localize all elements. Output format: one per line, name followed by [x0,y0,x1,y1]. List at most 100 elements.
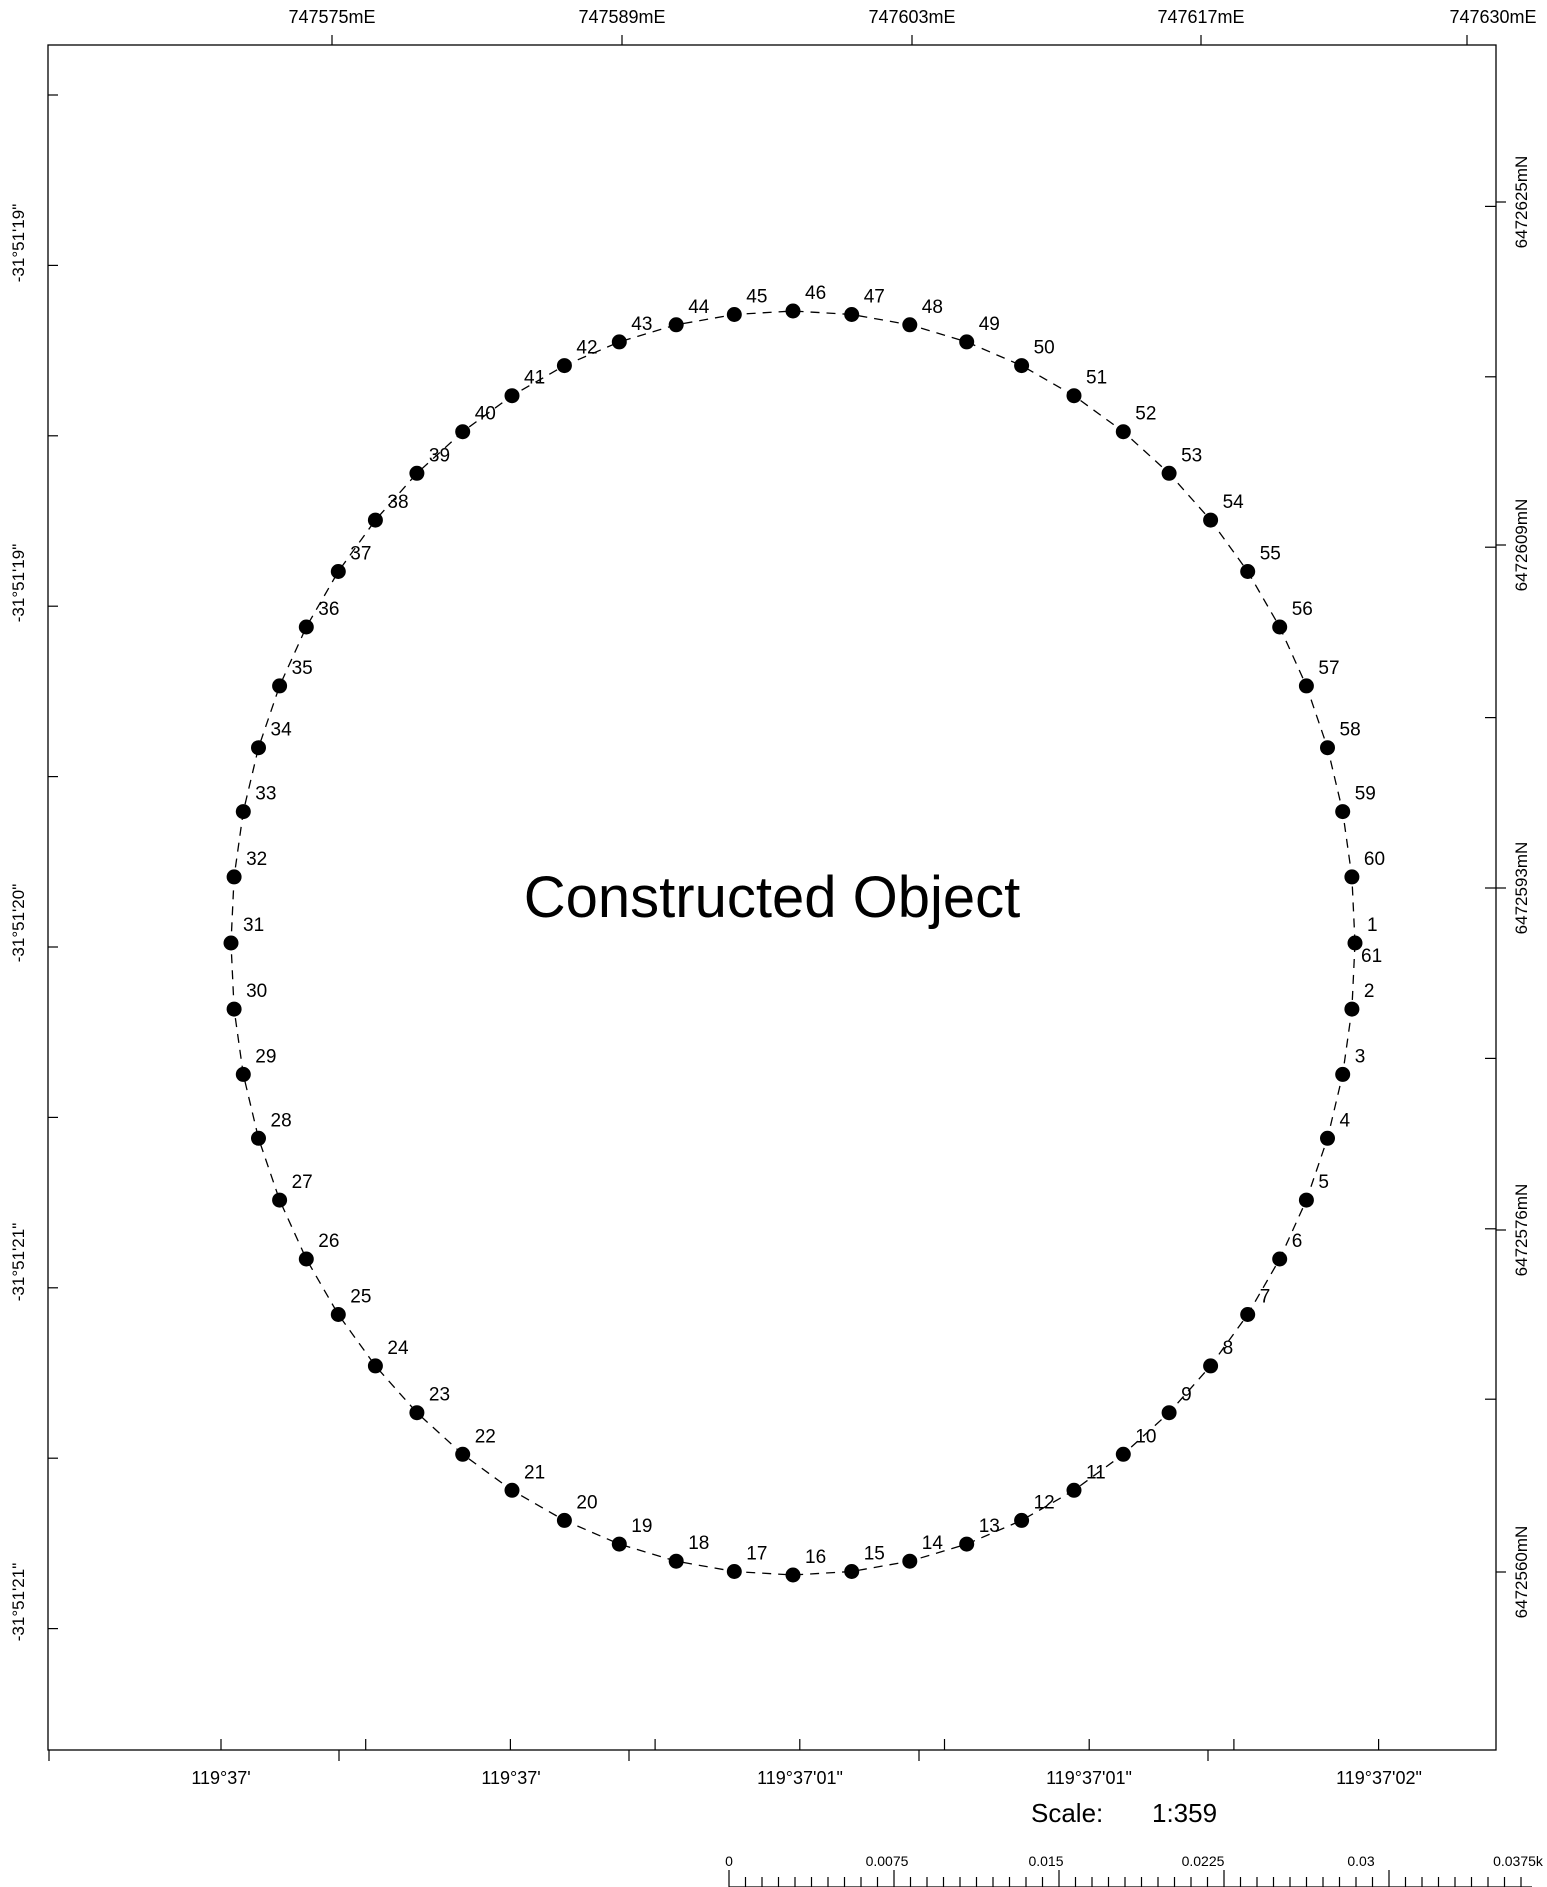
easting-label: 747603mE [868,7,955,27]
survey-point-marker [1161,465,1177,481]
scalebar-label: 0.03 [1347,1853,1374,1869]
survey-point-label: 15 [864,1544,885,1565]
survey-point-marker [1298,678,1314,694]
survey-point-marker [1240,564,1256,579]
survey-point-marker [251,740,266,756]
survey-point-label: 6 [1292,1231,1303,1252]
survey-point-marker [298,619,314,635]
survey-point-label: 33 [255,784,276,805]
survey-point-label: 59 [1355,784,1376,805]
northing-label: 6472609mN [1512,499,1531,592]
survey-point-label: 37 [350,544,371,565]
grid-ticks [48,35,1506,1761]
survey-point-label: 11 [1086,1462,1106,1483]
easting-label: 747630mE [1449,7,1536,27]
survey-point-label: 18 [688,1533,709,1554]
survey-point-marker [1298,1192,1314,1208]
survey-point-marker [251,1130,266,1146]
survey-point-label: 35 [292,658,313,679]
survey-point-label: 25 [350,1287,371,1308]
scalebar-label: 0 [725,1853,733,1869]
survey-point-marker [330,564,346,579]
survey-point-marker [844,1564,860,1579]
survey-point-label: 26 [318,1231,339,1252]
scale-label: Scale: [1031,1798,1103,1828]
northing-label: 6472625mN [1512,156,1531,249]
survey-point-label: 12 [1034,1492,1055,1513]
map-title: Constructed Object [524,865,1020,930]
survey-point-marker [1203,1358,1219,1374]
survey-point-marker [556,1512,572,1528]
northing-label: 6472593mN [1512,842,1531,935]
survey-point-marker [785,1567,801,1583]
survey-point-label: 7 [1260,1287,1271,1308]
survey-point-label: 28 [271,1110,292,1131]
survey-point-marker [959,334,975,350]
survey-point-marker [668,317,684,333]
survey-point-label: 45 [746,287,767,308]
survey-point-marker [223,935,239,951]
survey-point-label: 57 [1318,658,1339,679]
survey-point-marker [844,307,860,322]
survey-point-marker [1203,512,1219,528]
survey-point-label: 36 [318,599,339,620]
survey-point-label: 27 [292,1172,313,1193]
survey-point-label: 16 [805,1547,826,1568]
scalebar-label: 0.0075 [866,1853,909,1869]
survey-point-label: 43 [631,314,652,335]
latitude-label: -31°51'19" [9,544,28,622]
survey-point-label: 5 [1318,1172,1329,1193]
map-frame [47,44,1497,1751]
survey-point-marker [556,358,572,374]
survey-point-marker [1272,619,1288,635]
survey-point-label: 23 [429,1385,450,1406]
survey-point-marker [902,317,918,333]
survey-point-marker [298,1251,314,1267]
survey-point-marker [1066,1482,1082,1498]
survey-point-marker [1115,424,1131,440]
northing-label: 6472576mN [1512,1184,1531,1277]
survey-point-label: 32 [246,849,267,870]
scalebar-label: 0.0225 [1182,1853,1225,1869]
survey-point-marker [367,512,383,528]
longitude-label: 119°37' [191,1768,250,1788]
survey-point-marker [455,424,471,440]
survey-point-label: 55 [1260,544,1281,565]
survey-point-label: 44 [688,297,710,318]
survey-point-label: 17 [746,1544,767,1565]
survey-point-marker [1320,1130,1335,1146]
survey-point-label: 38 [387,492,408,513]
survey-point-label: 60 [1364,849,1385,870]
survey-point-marker [1320,740,1335,756]
survey-point-marker [611,334,627,350]
longitude-label: 119°37'01" [757,1768,843,1788]
survey-point-marker [226,1001,242,1017]
survey-point-marker [902,1553,918,1569]
survey-point-marker [330,1307,346,1322]
scale-value: 1:359 [1152,1798,1217,1828]
latitude-label: -31°51'21" [9,1223,28,1301]
survey-point-label: 4 [1340,1110,1351,1131]
survey-point-marker [1335,804,1351,820]
survey-point-marker [959,1536,975,1552]
survey-point-label: 61 [1361,946,1382,967]
survey-point-marker [1344,1001,1360,1017]
latitude-label: -31°51'20" [9,884,28,962]
survey-point-marker [409,1405,425,1421]
survey-point-marker [1014,358,1030,374]
survey-point-label: 53 [1181,445,1202,466]
survey-point-label: 2 [1364,981,1375,1002]
survey-point-label: 10 [1135,1426,1156,1447]
survey-point-label: 54 [1223,492,1245,513]
survey-point-marker [726,1564,742,1579]
survey-point-label: 19 [631,1516,652,1537]
survey-point-label: 14 [922,1533,944,1554]
longitude-label: 119°37' [481,1768,540,1788]
survey-point-label: 9 [1181,1385,1192,1406]
easting-label: 747575mE [288,7,375,27]
survey-point-marker [668,1553,684,1569]
survey-point-label: 8 [1223,1338,1234,1359]
survey-point-marker [1066,388,1082,404]
survey-point-label: 21 [524,1462,545,1483]
